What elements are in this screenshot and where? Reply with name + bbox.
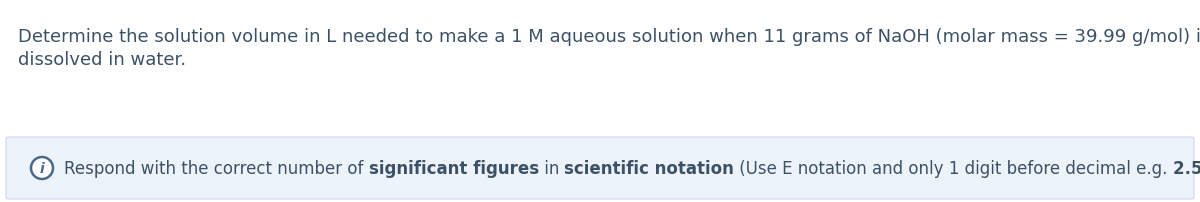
Circle shape xyxy=(31,157,53,179)
Text: i: i xyxy=(40,161,44,175)
Text: dissolved in water.: dissolved in water. xyxy=(18,51,186,69)
Text: 2.5E5 for 2.5 x 10: 2.5E5 for 2.5 x 10 xyxy=(1172,159,1200,177)
Text: scientific notation: scientific notation xyxy=(564,159,734,177)
Text: significant figures: significant figures xyxy=(368,159,539,177)
Text: Respond with the correct number of: Respond with the correct number of xyxy=(64,159,368,177)
Text: Determine the solution volume in L needed to make a 1 M aqueous solution when 11: Determine the solution volume in L neede… xyxy=(18,28,1200,46)
Text: (Use E notation and only 1 digit before decimal e.g.: (Use E notation and only 1 digit before … xyxy=(734,159,1172,177)
Text: in: in xyxy=(539,159,564,177)
FancyBboxPatch shape xyxy=(6,137,1194,199)
